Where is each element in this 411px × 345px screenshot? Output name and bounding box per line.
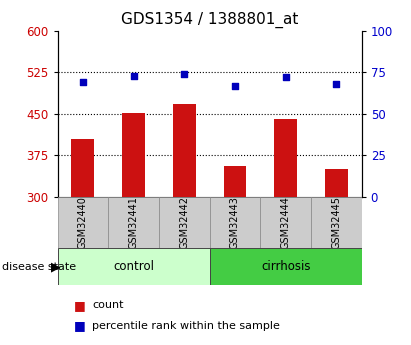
Bar (108, 197, 159, 248)
Text: GSM32442: GSM32442 (179, 196, 189, 249)
Bar (210, 197, 260, 248)
Point (333, 81, 339, 87)
Text: ■: ■ (74, 299, 86, 312)
Text: percentile rank within the sample: percentile rank within the sample (92, 321, 280, 331)
Text: ■: ■ (74, 319, 86, 333)
Bar (224, 166, 246, 197)
Text: cirrhosis: cirrhosis (261, 260, 310, 273)
Bar (325, 169, 348, 197)
Text: GSM32443: GSM32443 (230, 196, 240, 249)
Bar (58, 248, 210, 285)
Bar (210, 248, 362, 285)
Bar (122, 113, 145, 197)
Text: GSM32444: GSM32444 (281, 196, 291, 249)
Text: GSM32441: GSM32441 (129, 196, 139, 249)
Text: control: control (113, 260, 154, 273)
Text: ▶: ▶ (51, 261, 61, 274)
Point (232, 83, 238, 88)
Point (130, 73, 137, 79)
Bar (173, 104, 196, 197)
Title: GDS1354 / 1388801_at: GDS1354 / 1388801_at (121, 12, 298, 28)
Point (181, 71, 187, 77)
Text: count: count (92, 300, 124, 310)
Bar (274, 119, 297, 197)
Bar (58, 197, 108, 248)
Point (282, 75, 289, 80)
Bar (159, 197, 210, 248)
Bar (72, 139, 94, 197)
Text: GSM32440: GSM32440 (78, 196, 88, 249)
Point (80, 80, 86, 85)
Bar (260, 197, 311, 248)
Bar (311, 197, 362, 248)
Text: disease state: disease state (2, 263, 76, 272)
Text: GSM32445: GSM32445 (331, 196, 341, 249)
